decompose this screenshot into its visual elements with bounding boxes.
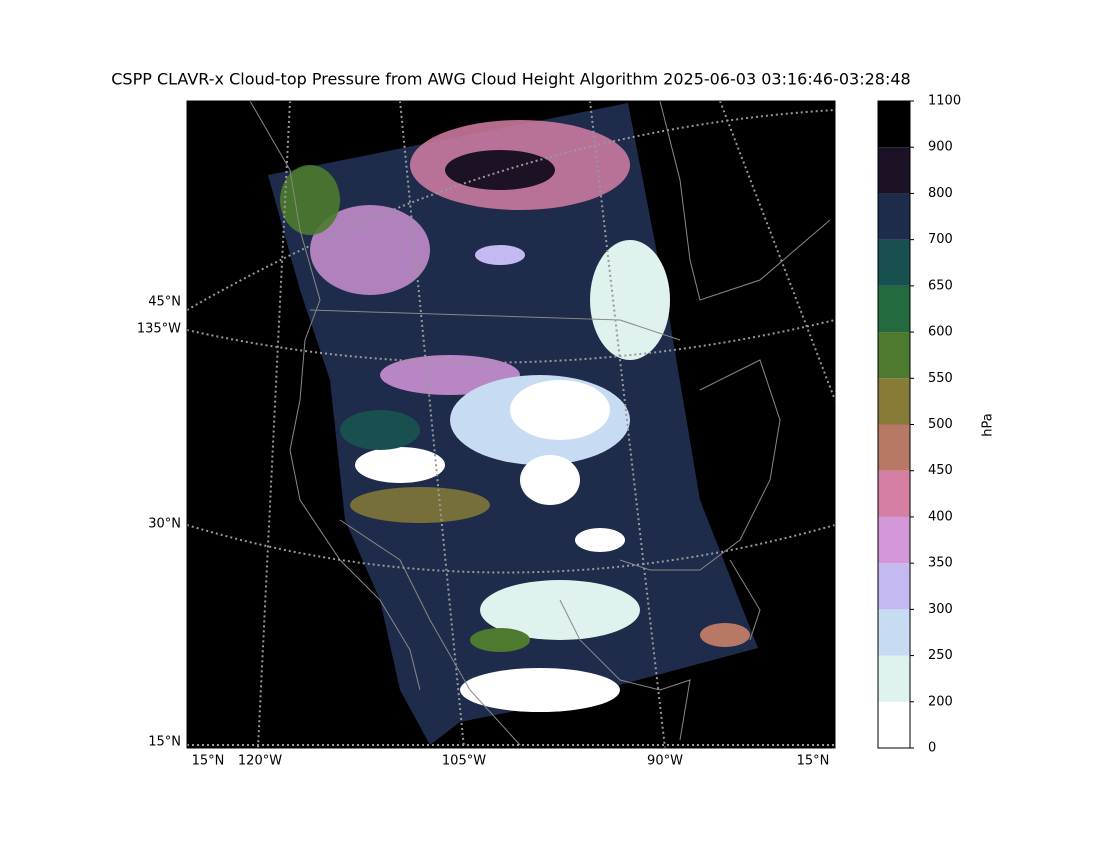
colorbar-tick-label: 0 (928, 741, 936, 756)
lat-lon-label: 105°W (442, 754, 486, 769)
colorbar-tick-label: 450 (928, 463, 953, 478)
coastlines (249, 101, 831, 746)
lat-lon-label: 30°N (148, 517, 181, 532)
colorbar-tick-label: 1100 (928, 94, 961, 109)
colorbar-tick-label: 500 (928, 417, 953, 432)
colorbar-segment (878, 101, 910, 148)
colorbar-tick-label: 200 (928, 694, 953, 709)
colorbar-segment (878, 701, 910, 748)
colorbar-tick-label: 900 (928, 140, 953, 155)
colorbar-tick-label: 300 (928, 602, 953, 617)
colorbar-segment (878, 563, 910, 610)
colorbar-segment (878, 239, 910, 286)
colorbar-segment (878, 516, 910, 564)
map-title: CSPP CLAVR-x Cloud-top Pressure from AWG… (111, 70, 910, 89)
map-area (187, 101, 835, 748)
colorbar-tick-label: 350 (928, 556, 953, 571)
colorbar-segment (878, 470, 910, 517)
graticule (187, 101, 835, 748)
lat-lon-label: 15°N (797, 754, 830, 769)
colorbar-tick-label: 700 (928, 232, 953, 247)
lat-lon-label: 15°N (148, 735, 181, 750)
lat-lon-label: 90°W (647, 754, 683, 769)
colorbar-segment (878, 609, 910, 656)
lat-lon-label: 45°N (148, 295, 181, 310)
lat-lon-label: 135°W (137, 322, 181, 337)
colorbar-tick-label: 250 (928, 648, 953, 663)
colorbar-tick-label: 650 (928, 278, 953, 293)
colorbar-segment (878, 655, 910, 702)
colorbar-segment (878, 332, 910, 379)
lat-lon-label: 120°W (238, 754, 282, 769)
colorbar-segment (878, 193, 910, 240)
colorbar-segment (878, 424, 910, 471)
colorbar-tick-label: 600 (928, 325, 953, 340)
colorbar-segment (878, 378, 910, 425)
map-frame (186, 100, 836, 749)
colorbar-segment (878, 147, 910, 194)
colorbar-tick-label: 800 (928, 186, 953, 201)
colorbar-tick-label: 550 (928, 371, 953, 386)
lat-lon-label: 15°N (192, 754, 225, 769)
colorbar-label: hPa (981, 413, 996, 436)
colorbar-segment (878, 285, 910, 333)
colorbar-tick-label: 400 (928, 509, 953, 524)
